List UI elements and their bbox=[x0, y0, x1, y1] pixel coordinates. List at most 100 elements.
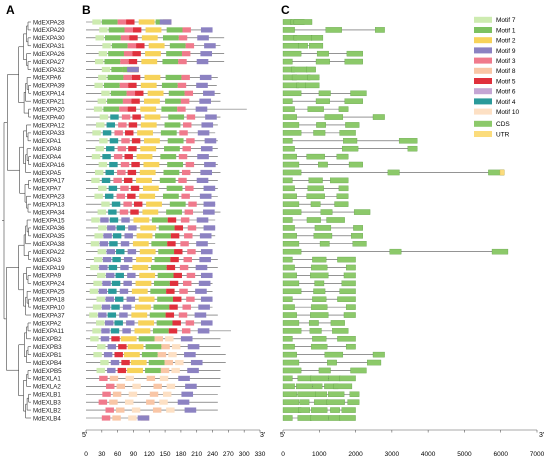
motif-box bbox=[142, 185, 159, 191]
motif-box bbox=[99, 114, 109, 120]
motif-box bbox=[162, 193, 179, 199]
motif-box bbox=[89, 288, 99, 294]
cds-box bbox=[305, 82, 320, 89]
motif-box bbox=[166, 27, 183, 33]
motif-box bbox=[138, 19, 155, 25]
cds-box bbox=[298, 43, 308, 49]
gene-label: MdEXLA1 bbox=[33, 376, 61, 383]
motif-box bbox=[199, 233, 212, 239]
motif-box bbox=[179, 130, 188, 136]
motif-box bbox=[135, 304, 151, 310]
motif-box bbox=[198, 304, 210, 310]
motif-box bbox=[96, 122, 105, 128]
motif-box bbox=[187, 249, 196, 255]
motif-box bbox=[186, 272, 196, 279]
cds-box bbox=[337, 336, 356, 342]
cds-box bbox=[282, 43, 300, 49]
cds-box bbox=[334, 201, 349, 207]
motif-box bbox=[196, 241, 208, 247]
cds-box bbox=[338, 185, 349, 192]
motif-box bbox=[116, 193, 126, 199]
motif-box bbox=[92, 130, 101, 136]
motif-box bbox=[108, 288, 117, 294]
motif-box bbox=[97, 272, 106, 279]
motif-box bbox=[148, 43, 165, 49]
cds-box bbox=[282, 312, 297, 318]
motif-legend-label: Motif 3 bbox=[496, 58, 516, 65]
motif-box bbox=[205, 114, 217, 120]
motif-box bbox=[199, 74, 212, 81]
motif-box bbox=[131, 74, 141, 81]
panel-label-a: A bbox=[6, 3, 15, 17]
motif-box bbox=[132, 264, 149, 271]
motif-box bbox=[122, 98, 132, 104]
motif-box bbox=[197, 154, 209, 160]
cds-box bbox=[307, 106, 324, 112]
gene-label: MdEXPA6 bbox=[33, 75, 62, 82]
motif-box bbox=[96, 367, 105, 374]
motif-box bbox=[110, 90, 127, 96]
motif-box bbox=[122, 328, 131, 334]
motif-box bbox=[121, 138, 130, 144]
cds-box bbox=[311, 407, 328, 413]
motif-box bbox=[172, 320, 181, 326]
motif-box bbox=[93, 280, 102, 286]
motif-box bbox=[127, 249, 137, 255]
motif-box bbox=[171, 344, 181, 350]
motif-box bbox=[203, 201, 216, 207]
motif-box bbox=[186, 114, 196, 120]
motif-box bbox=[127, 272, 136, 279]
motif-box bbox=[131, 312, 148, 318]
cds-box bbox=[306, 193, 325, 199]
cds-box bbox=[282, 161, 300, 168]
motif-box bbox=[92, 328, 101, 334]
gene-label: MdEXPA25 bbox=[33, 289, 65, 296]
motif-box bbox=[110, 328, 120, 334]
cds-box bbox=[282, 359, 300, 366]
motif-box bbox=[101, 328, 110, 334]
motif-box bbox=[94, 82, 103, 88]
motif-box bbox=[165, 336, 174, 342]
gene-name-labels: MdEXPA28MdEXPA29MdEXPA30MdEXPA31MdEXPA26… bbox=[33, 19, 65, 422]
motif-legend-swatch bbox=[474, 37, 492, 44]
motif-box bbox=[128, 415, 137, 421]
motif-box bbox=[109, 161, 118, 168]
motif-box bbox=[131, 407, 141, 413]
cds-box bbox=[341, 145, 359, 152]
cds-box bbox=[293, 35, 313, 41]
motif-box bbox=[145, 27, 162, 33]
gene-label: MdEXPA2 bbox=[33, 320, 62, 327]
motif-box bbox=[135, 280, 152, 286]
motif-box bbox=[107, 74, 124, 81]
motif-box bbox=[99, 27, 108, 33]
motif-box bbox=[123, 201, 132, 207]
cds-box bbox=[282, 193, 297, 199]
motif-box bbox=[120, 161, 130, 168]
motif-legend-label: Motif 2 bbox=[496, 38, 516, 45]
motif-box bbox=[144, 114, 161, 120]
motif-box bbox=[136, 43, 145, 49]
gene-label: MdEXLB3 bbox=[33, 399, 61, 406]
motif-box bbox=[168, 352, 177, 358]
cds-box bbox=[316, 50, 329, 57]
motif-axis-tick: 330 bbox=[255, 451, 266, 458]
motif-box bbox=[106, 249, 115, 255]
cds-box bbox=[314, 399, 329, 405]
motif-box bbox=[151, 241, 168, 247]
motif-box bbox=[184, 90, 194, 96]
motif-box bbox=[124, 27, 133, 33]
motif-box bbox=[112, 257, 121, 263]
gene-label: MdEXPA11 bbox=[33, 328, 65, 335]
cds-box bbox=[282, 336, 293, 342]
cds-box bbox=[339, 375, 356, 382]
motif-box bbox=[170, 233, 180, 239]
motif-axis-tick: 300 bbox=[239, 451, 250, 458]
motif-box bbox=[187, 367, 199, 374]
motif-box bbox=[119, 82, 129, 88]
motif-box bbox=[125, 375, 134, 381]
motif-box bbox=[105, 296, 114, 302]
gene-label: MdEXPB3 bbox=[33, 344, 62, 351]
motif-box bbox=[109, 375, 119, 381]
motif-box bbox=[111, 43, 128, 49]
motif-box bbox=[94, 193, 103, 199]
